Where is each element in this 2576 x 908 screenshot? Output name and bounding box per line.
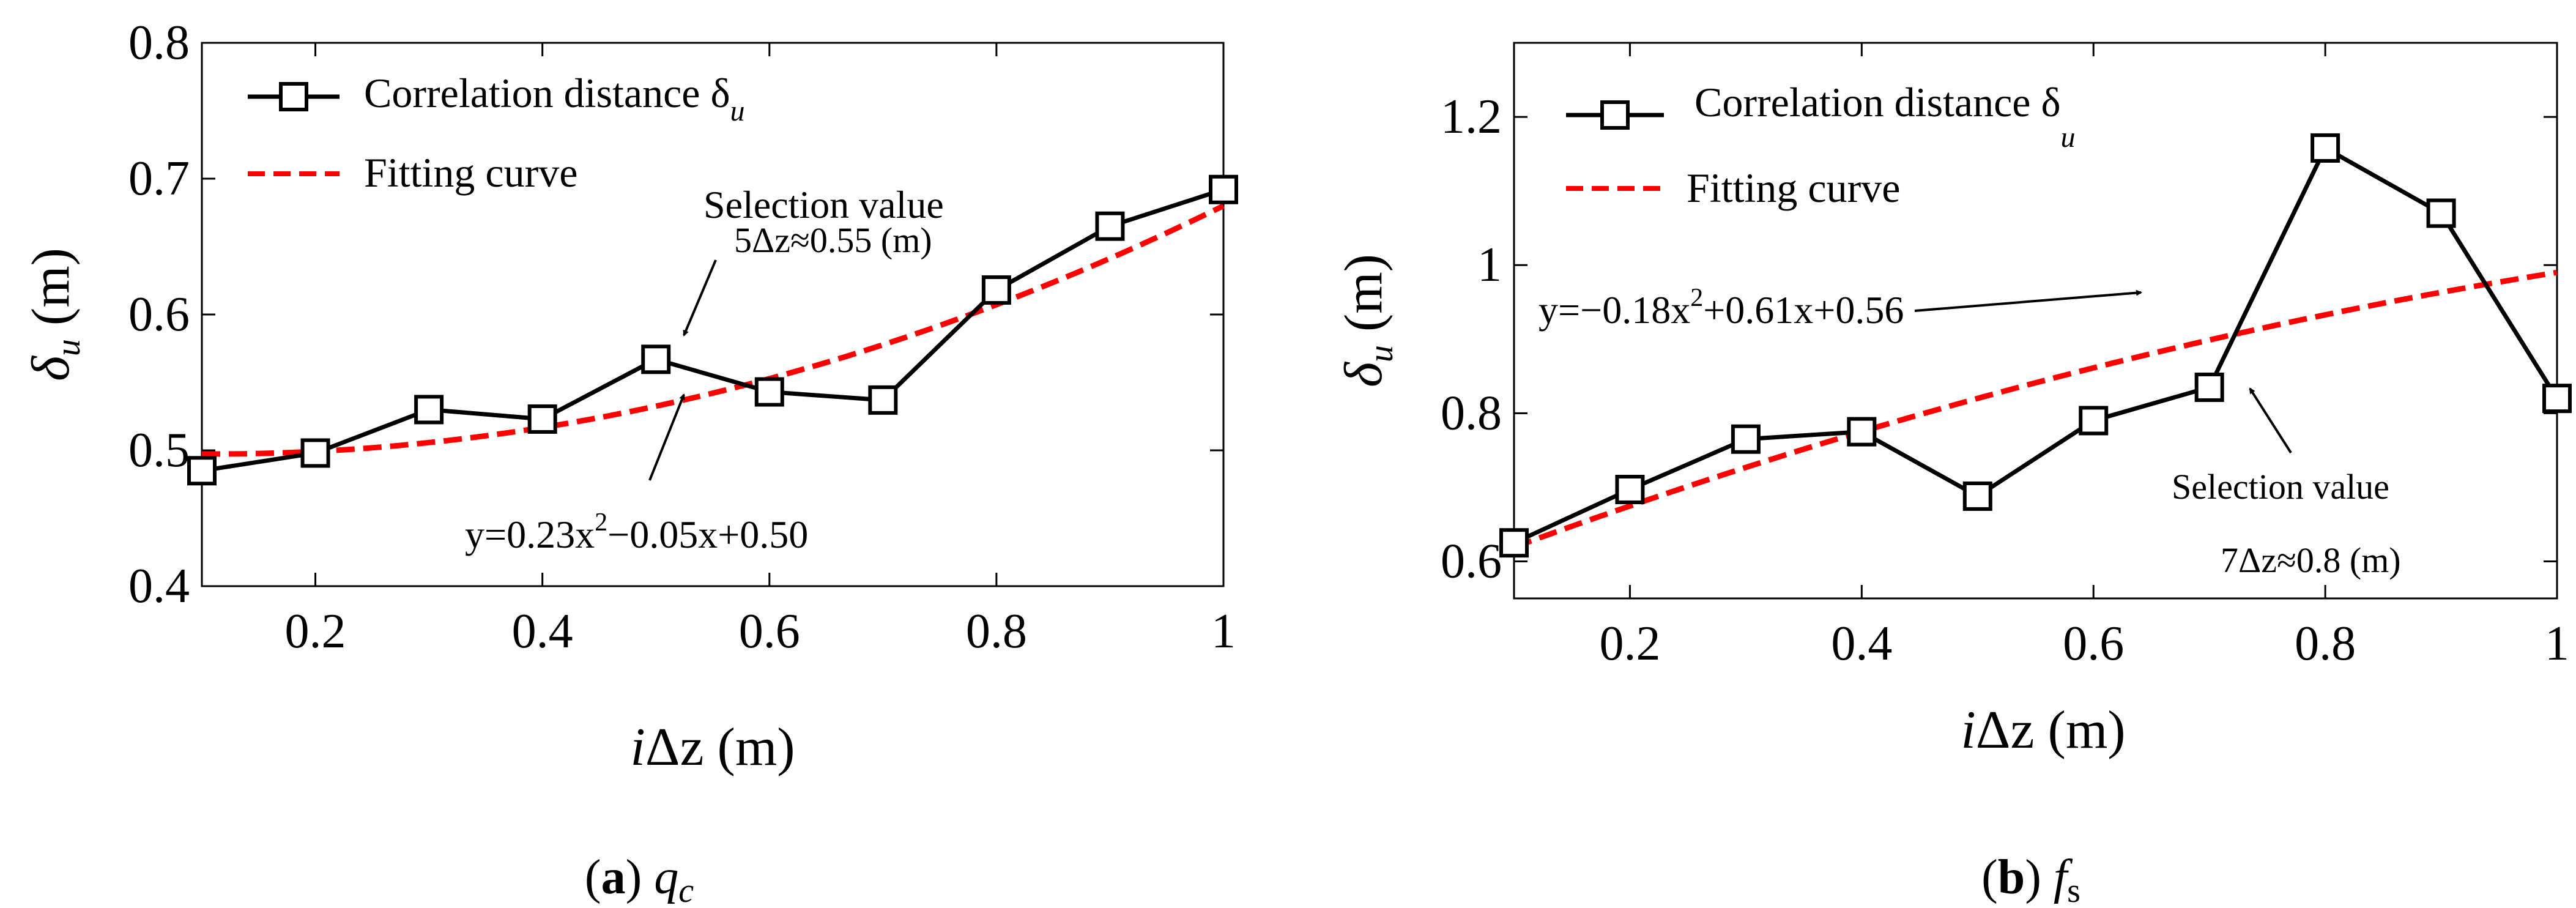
legend-entry-fitting-a: Fitting curve <box>364 149 577 196</box>
fit-layer-b <box>1513 269 2558 550</box>
data-point-a-1 <box>300 438 330 468</box>
x-tick-label-a-0: 0.2 <box>285 605 346 658</box>
y-tick-label-a-1: 0.5 <box>128 423 190 477</box>
equation-arrow-a <box>648 393 685 481</box>
series-layer-b <box>1499 133 2572 558</box>
data-point-a-3 <box>527 404 557 434</box>
selection-value-a: 5Δz≈0.55 (m) <box>734 220 932 260</box>
x-tick-label-a-1: 0.4 <box>512 605 573 658</box>
tick-labels-b: 0.2 0.4 0.6 0.8 1 0.6 0.8 1 1.2 <box>1441 90 2569 671</box>
y-tick-label-a-3: 0.7 <box>128 152 190 206</box>
data-point-b-6 <box>2194 372 2224 402</box>
x-tick-label-b-4: 1 <box>2545 617 2569 671</box>
selection-label-b: Selection value <box>2172 467 2389 507</box>
data-point-a-8 <box>1095 211 1125 241</box>
data-point-b-3 <box>1847 417 1877 447</box>
data-point-a-7 <box>981 275 1011 305</box>
y-tick-label-b-3: 1.2 <box>1441 90 1502 144</box>
data-point-b-5 <box>2079 406 2109 436</box>
data-point-a-2 <box>414 395 444 425</box>
tick-marks-a <box>202 42 1225 587</box>
y-tick-label-a-4: 0.8 <box>128 16 190 70</box>
fit-layer-a <box>202 203 1225 457</box>
data-point-b-8 <box>2426 198 2456 228</box>
data-point-b-4 <box>1962 481 1992 511</box>
y-tick-label-a-0: 0.4 <box>128 559 190 613</box>
fit-curve-a <box>202 203 1225 457</box>
y-tick-label-b-0: 0.6 <box>1441 534 1502 588</box>
data-point-b-7 <box>2311 133 2340 163</box>
legend-entry-correlation-a: Correlation distance δu <box>364 70 745 127</box>
x-axis-title-b: iΔz (m) <box>1961 701 2125 760</box>
data-point-a-6 <box>868 385 898 415</box>
selection-arrow-b <box>2249 387 2292 454</box>
y-axis-title-a: δu (m) <box>21 248 87 381</box>
data-point-a-5 <box>754 377 784 407</box>
selection-value-b: 7Δz≈0.8 (m) <box>2221 540 2401 580</box>
y-tick-label-b-1: 0.8 <box>1441 386 1502 440</box>
legend-marker-sample-b <box>1600 100 1630 130</box>
data-point-a-0 <box>187 456 217 486</box>
x-tick-label-a-2: 0.6 <box>739 605 800 658</box>
panel-a: 0.2 0.4 0.6 0.8 1 0.4 0.5 0.6 0.7 0.8 Correlation… <box>21 16 1238 908</box>
x-axis-title-a: iΔz (m) <box>630 718 795 777</box>
x-tick-label-a-4: 1 <box>1211 605 1236 658</box>
legend-entry-fitting-b: Fitting curve <box>1687 165 1900 211</box>
selection-arrow-a <box>683 259 717 337</box>
legend-b: Correlation distance δu Fitting curve <box>1566 79 2076 211</box>
fit-equation-b: y=−0.18x2+0.61x+0.56 <box>1539 284 1904 332</box>
data-point-b-2 <box>1731 424 1761 454</box>
x-tick-label-b-1: 0.4 <box>1831 617 1892 671</box>
caption-a: (a) qc <box>585 850 694 908</box>
x-tick-label-b-0: 0.2 <box>1599 617 1660 671</box>
series-line-a <box>201 187 1225 473</box>
x-tick-label-b-3: 0.8 <box>2295 617 2356 671</box>
legend-entry-correlation-b: Correlation distance δu <box>1694 79 2076 154</box>
series-layer-a <box>187 174 1238 486</box>
data-point-b-0 <box>1499 528 1529 558</box>
data-point-a-4 <box>641 344 671 374</box>
plot-frame-b <box>1513 42 2558 600</box>
data-point-b-9 <box>2542 384 2572 414</box>
legend-a: Correlation distance δu Fitting curve <box>248 70 745 196</box>
data-point-a-9 <box>1209 174 1238 204</box>
tick-labels-a: 0.2 0.4 0.6 0.8 1 0.4 0.5 0.6 0.7 0.8 <box>128 16 1236 658</box>
fit-equation-a: y=0.23x2−0.05x+0.50 <box>465 508 808 556</box>
series-line-b <box>1513 145 2559 545</box>
caption-b: (b) fs <box>1981 850 2080 908</box>
legend-marker-sample-a <box>279 82 308 111</box>
fit-curve-b <box>1513 269 2558 550</box>
y-tick-label-b-2: 1 <box>1477 238 1502 292</box>
tick-marks-b <box>1514 43 2558 598</box>
equation-arrow-b <box>1914 289 2142 312</box>
y-axis-title-b: δu (m) <box>1334 254 1400 387</box>
data-point-b-1 <box>1615 475 1645 505</box>
plot-frame-a <box>201 42 1225 587</box>
selection-label-a: Selection value <box>703 183 944 226</box>
x-tick-label-b-2: 0.6 <box>2063 617 2124 671</box>
x-tick-label-a-3: 0.8 <box>966 605 1027 658</box>
y-tick-label-a-2: 0.6 <box>128 288 190 341</box>
panel-b: 0.2 0.4 0.6 0.8 1 0.6 0.8 1 1.2 Correlation dist… <box>1334 42 2572 908</box>
